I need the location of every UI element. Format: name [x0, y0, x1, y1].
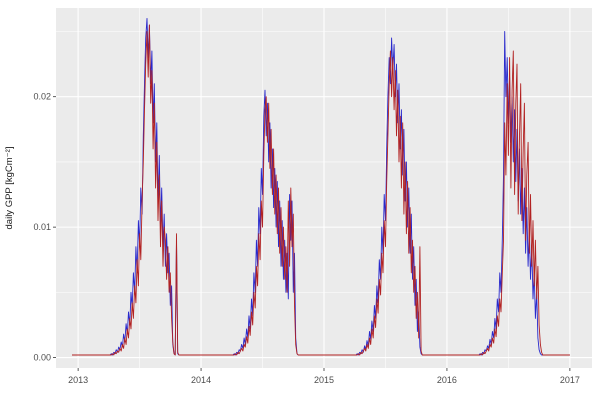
y-tick-label: 0.02: [33, 92, 51, 102]
x-tick-label: 2016: [437, 375, 457, 385]
y-axis-title: daily GPP [kgCm⁻²]: [4, 147, 15, 230]
x-tick-label: 2014: [191, 375, 211, 385]
y-tick-label: 0.01: [33, 222, 51, 232]
x-tick-label: 2013: [68, 375, 88, 385]
x-tick-label: 2017: [560, 375, 580, 385]
series-line-1: [72, 24, 570, 356]
y-tick-label: 0.00: [33, 353, 51, 363]
x-tick-label: 2015: [314, 375, 334, 385]
axes: 2013 2014 2015 2016 2017 0.00 0.01 0.02: [33, 92, 579, 385]
gridlines: [56, 8, 592, 368]
